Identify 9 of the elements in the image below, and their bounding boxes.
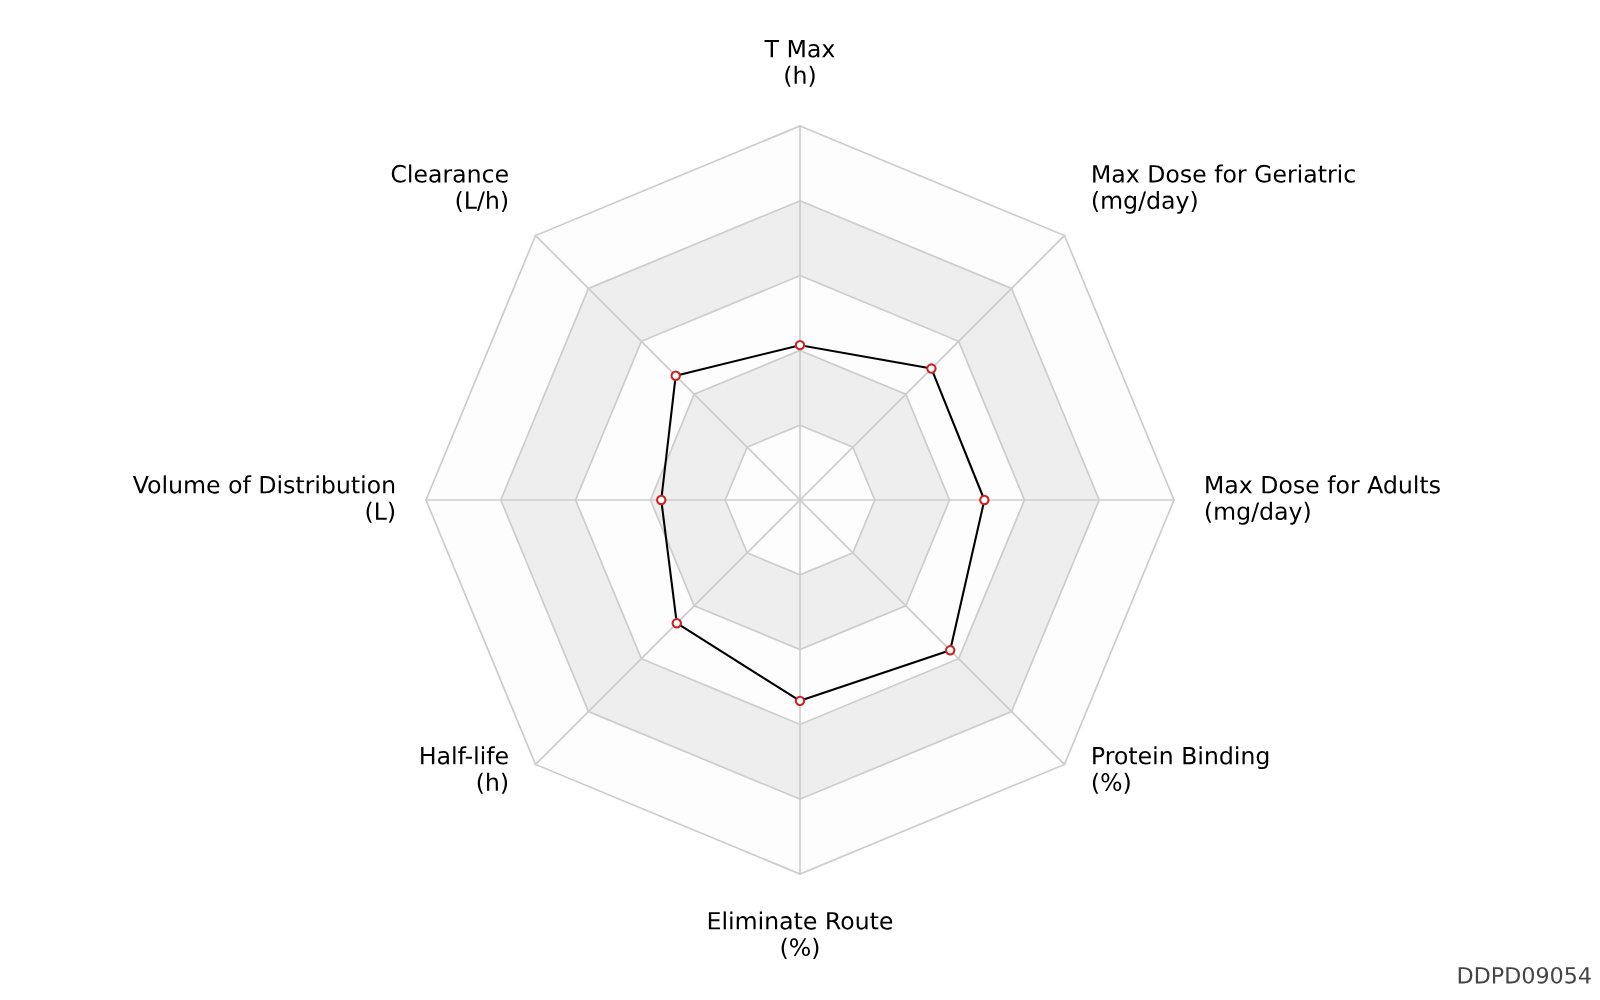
spoke-label: Clearance (L/h) — [391, 164, 508, 212]
spoke-label: Protein Binding (%) — [1092, 746, 1269, 794]
spoke-label: Half-life (h) — [421, 746, 508, 794]
text: DDPD09054 — [1458, 966, 1591, 984]
spoke-label: T Max (h) — [764, 40, 835, 87]
spoke-label: Max Dose for Geriatric (mg/day) — [1092, 164, 1355, 214]
spoke-label: Max Dose for Adults (mg/day) — [1205, 475, 1440, 525]
spoke-label: Eliminate Route (%) — [708, 911, 893, 959]
spoke-label: Volume of Distribution (L) — [132, 475, 395, 523]
